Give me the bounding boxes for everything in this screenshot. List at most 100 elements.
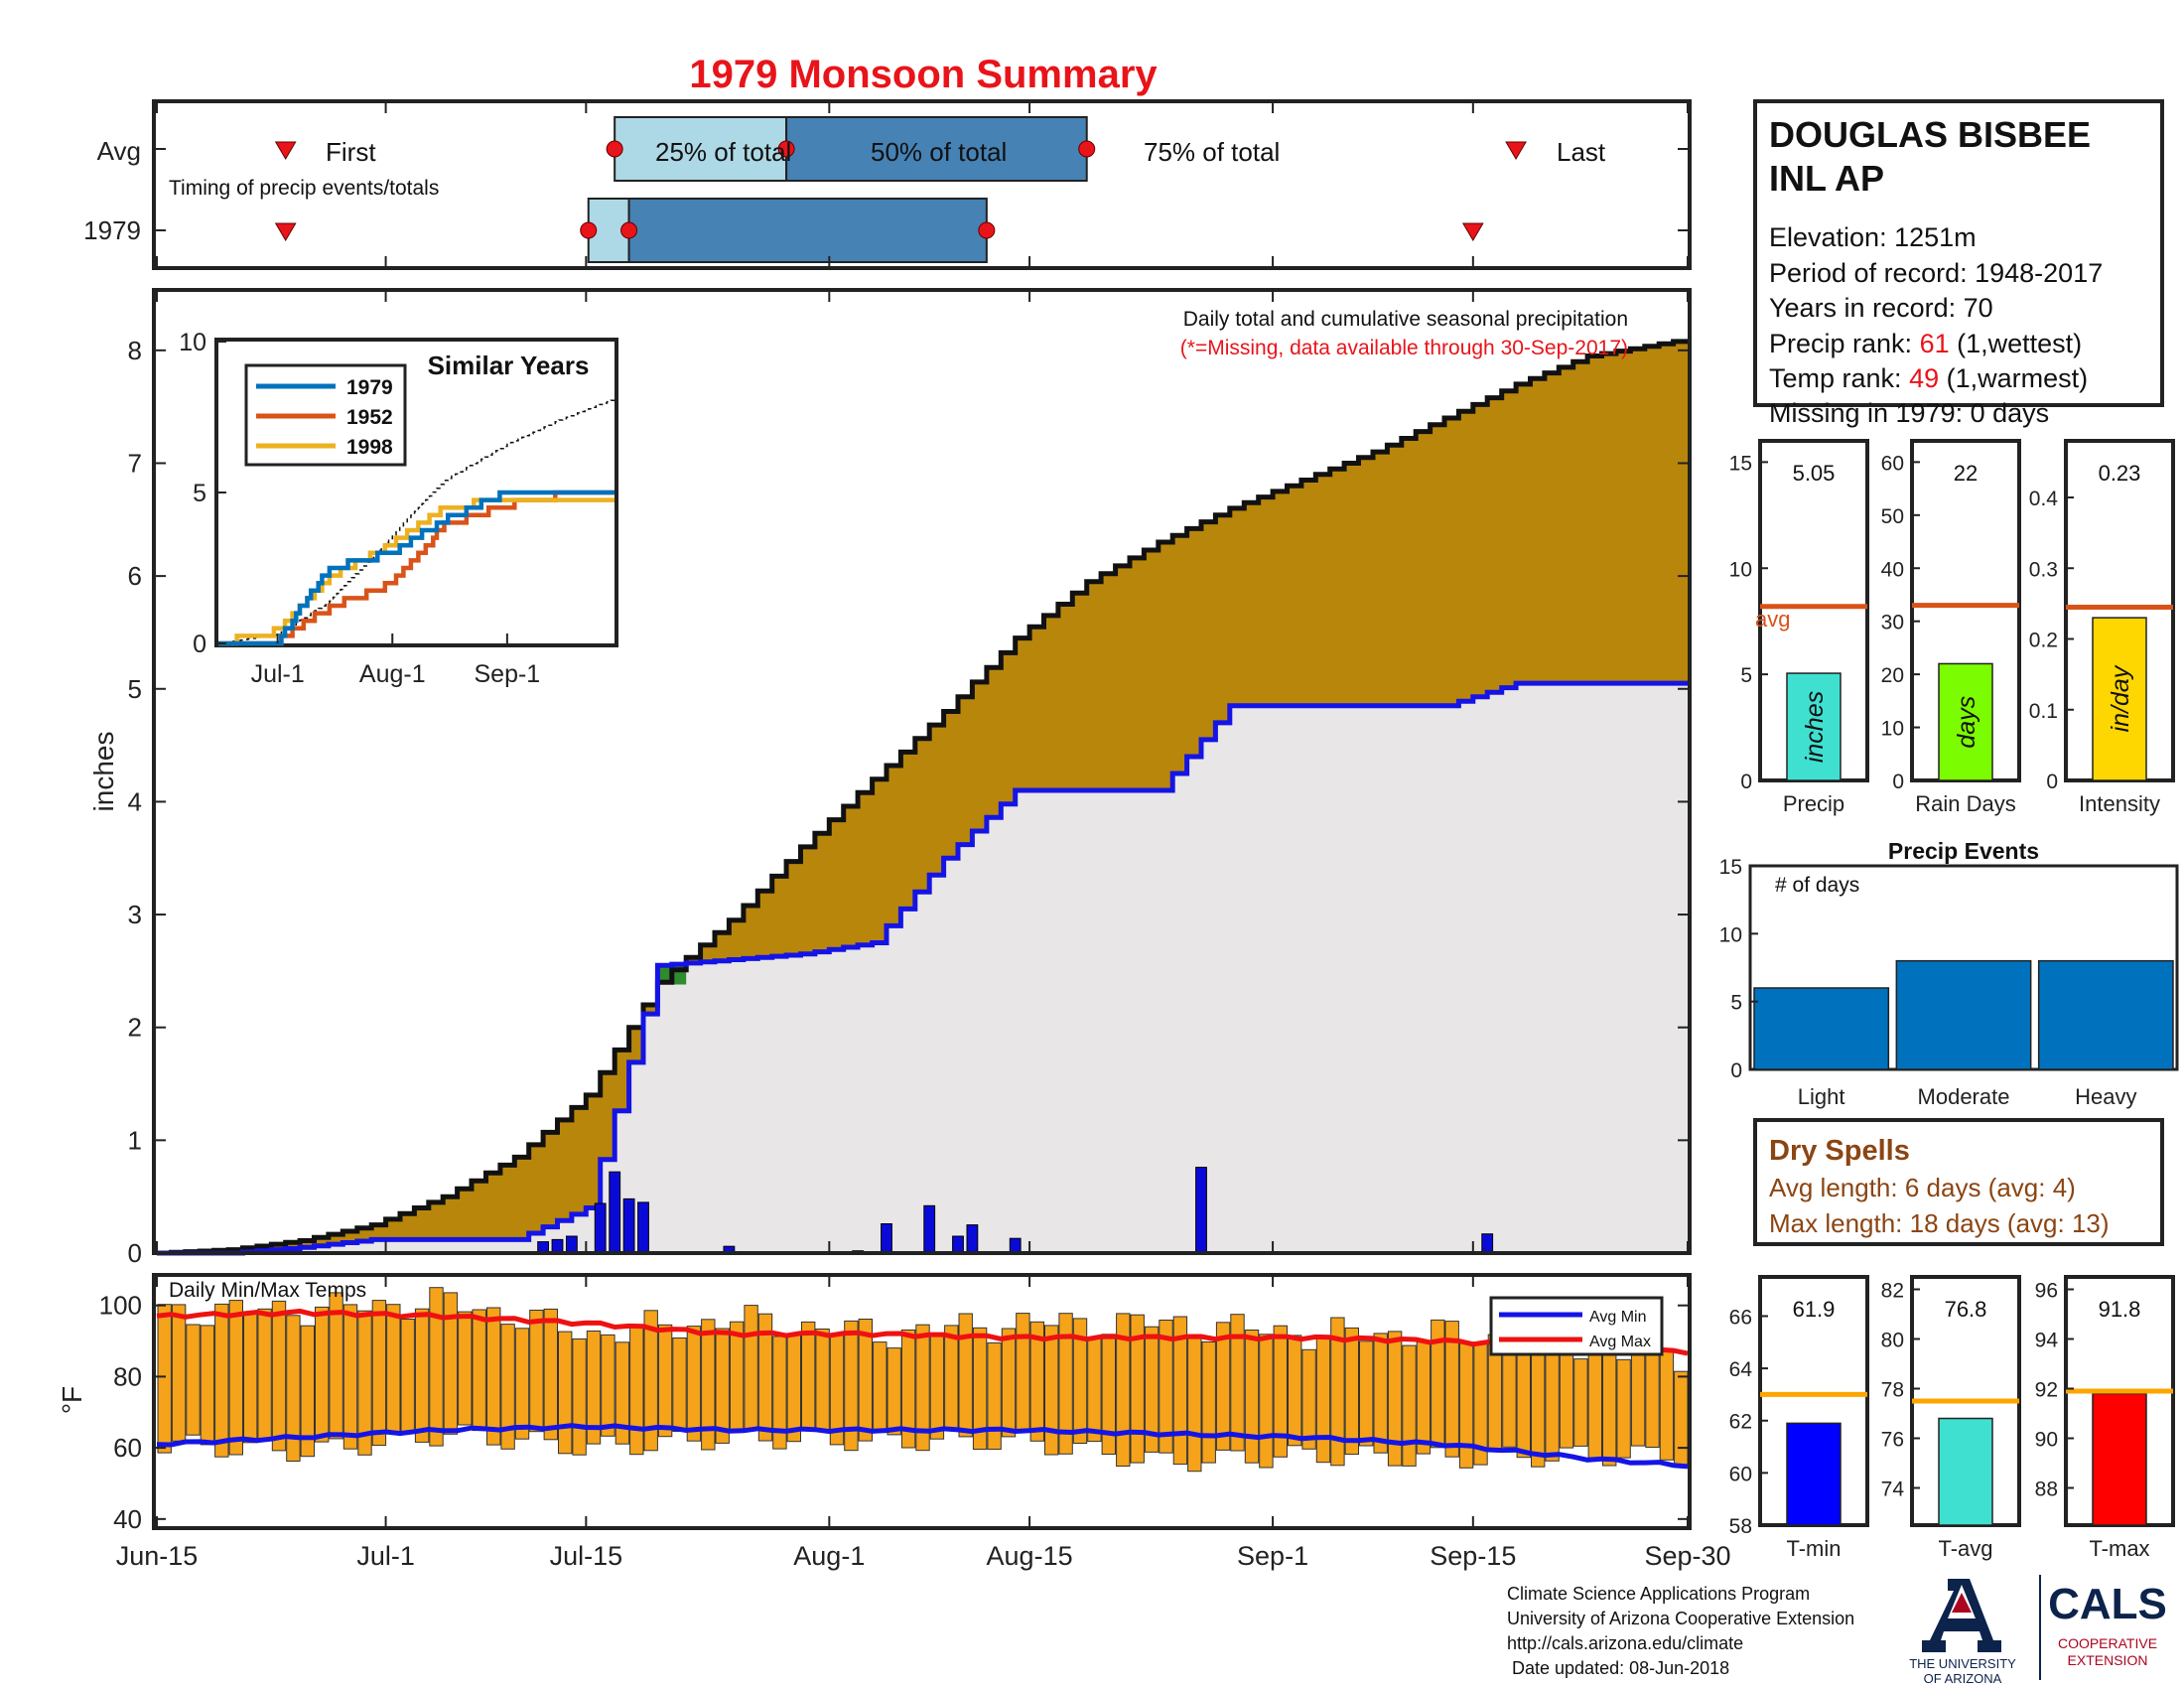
tavg-summary-bar: [1938, 1417, 1993, 1526]
temp-ytick-label: 60: [113, 1433, 142, 1463]
daily-temp-bar: [228, 1300, 244, 1456]
timing-year-label: 1979: [83, 215, 141, 245]
inset-xtick-label: Aug-1: [359, 660, 426, 688]
daily-temp-bar: [1044, 1325, 1059, 1456]
main-frame: [152, 288, 1692, 1255]
station-elevation: Elevation: 1251m: [1769, 222, 1977, 252]
daily-temp-bar: [1416, 1340, 1432, 1455]
tmin-summary-tick-label: 64: [1729, 1358, 1753, 1381]
daily-temp-bar: [614, 1341, 630, 1445]
daily-temp-bar: [500, 1324, 515, 1450]
main-ytick-label: 7: [128, 448, 142, 478]
temp-summary-panels: 61.9 58 60 62 64 66 T-min 76.8 74 76 78 80 82 T-avg 91…: [1729, 1275, 2175, 1561]
event-bar-light: [1753, 987, 1890, 1070]
year-last-marker: [1461, 222, 1484, 241]
year-p75-marker: [978, 221, 996, 239]
main-ytick-label: 0: [128, 1238, 142, 1268]
date-axis: Jun-15 Jul-1 Jul-15 Aug-1 Aug-15 Sep-1 Sep-15 S…: [116, 101, 1731, 1571]
tmin-summary-tick-label: 58: [1729, 1515, 1752, 1538]
daily-temp-bar: [929, 1333, 945, 1440]
daily-temp-bar: [414, 1308, 430, 1443]
precip-summary-value: 5.05: [1793, 461, 1836, 486]
daily-temp-bar: [757, 1313, 773, 1442]
intensity-summary-tick-label: 0.4: [2029, 488, 2059, 510]
tmax-summary-tick-label: 88: [2035, 1478, 2058, 1501]
date-tick-label: Aug-15: [987, 1541, 1073, 1571]
main-ylabel: inches: [88, 732, 119, 812]
daily-temp-bar: [1516, 1350, 1531, 1459]
daily-precip-bar: [637, 1201, 649, 1254]
timing-panel: Avg 1979 Timing of precip events/totals …: [83, 99, 1692, 270]
events-tick-label: 10: [1719, 923, 1742, 946]
tmax-summary-tick-label: 94: [2035, 1330, 2059, 1352]
daily-temp-bar: [1201, 1341, 1216, 1464]
daily-temp-bar: [972, 1327, 988, 1451]
precip-summary-tick-label: 10: [1729, 558, 1752, 581]
inset-title: Similar Years: [428, 351, 590, 380]
daily-temp-bar: [1029, 1321, 1044, 1442]
inset-line-1979: [218, 490, 614, 646]
timing-p25-label: 25% of total: [655, 137, 791, 167]
daily-precip-bar: [566, 1235, 578, 1254]
events-tick-label: 15: [1719, 856, 1742, 879]
daily-temp-bar: [1502, 1343, 1517, 1448]
precip-summary-tick-label: 15: [1729, 452, 1752, 475]
daily-temp-bar: [371, 1300, 387, 1447]
similar-years-inset: 0 5 10 Jul-1 Aug-1 Sep-1 1979 1952 1998 Simil…: [179, 329, 618, 688]
precip-summary-tick-label: 0: [1740, 771, 1752, 793]
tmin-summary-tick-label: 60: [1729, 1463, 1752, 1485]
daily-temp-bar: [329, 1292, 343, 1440]
daily-temp-bar: [1344, 1327, 1359, 1456]
daily-temp-bar: [1301, 1348, 1316, 1450]
inset-ytick-label: 10: [179, 329, 206, 356]
daily-temp-bar: [1215, 1322, 1231, 1451]
main-note-2: (*=Missing, data available through 30-Se…: [1180, 337, 1628, 359]
legend-avg-max: Avg Max: [1589, 1334, 1651, 1350]
tmax-summary-tick-label: 90: [2035, 1429, 2058, 1452]
daily-temp-bar: [514, 1328, 530, 1440]
daily-precip-bar: [594, 1202, 607, 1254]
daily-temp-bar: [572, 1338, 587, 1456]
daily-temp-bar: [1187, 1334, 1202, 1473]
avg-p50-marker: [777, 140, 795, 158]
daily-temp-bar: [342, 1304, 358, 1450]
inset-xtick-label: Sep-1: [475, 660, 541, 688]
main-note-1: Daily total and cumulative seasonal prec…: [1183, 308, 1628, 331]
inset-ytick-label: 0: [193, 631, 206, 658]
daily-temp-bar: [1402, 1344, 1417, 1467]
temps-legend: [1489, 1296, 1664, 1356]
inset-legend-1979: 1979: [346, 376, 393, 399]
daily-temp-bar: [1458, 1341, 1474, 1469]
daily-precip-bar: [609, 1171, 621, 1254]
daily-temp-bar: [987, 1341, 1002, 1451]
raindays-summary-tick-label: 0: [1892, 771, 1904, 793]
legend-avg-min: Avg Min: [1589, 1309, 1647, 1326]
date-tick-label: Sep-30: [1644, 1541, 1730, 1571]
daily-temp-bar: [1387, 1331, 1403, 1467]
tmax-summary-label: T-max: [2089, 1536, 2149, 1561]
daily-temp-bar: [286, 1315, 301, 1463]
event-category-label: Moderate: [1918, 1084, 2010, 1109]
inset-line-1998: [218, 497, 614, 646]
daily-temp-bar: [486, 1307, 501, 1446]
raindays-summary-tick-label: 30: [1881, 612, 1904, 634]
daily-temp-bar: [858, 1319, 873, 1442]
timing-first-label: First: [326, 137, 376, 167]
daily-temp-bar: [686, 1326, 702, 1442]
daily-temp-bar: [1359, 1340, 1374, 1447]
raindays-summary-tick-label: 20: [1881, 664, 1904, 687]
daily-precip-bar: [881, 1223, 892, 1254]
avg-min-line: [156, 1423, 1689, 1470]
daily-temp-bar: [601, 1334, 615, 1437]
raindays-summary-tick-label: 40: [1881, 558, 1904, 581]
daily-temp-bar: [944, 1325, 959, 1431]
main-ytick-label: 3: [128, 900, 142, 929]
ua-line1: THE UNIVERSITY: [1909, 1656, 2016, 1671]
daily-temp-bar: [715, 1328, 730, 1444]
avg-line-label: avg: [1755, 607, 1790, 632]
daily-temp-bar: [844, 1320, 859, 1452]
daily-temp-bar: [786, 1334, 801, 1443]
raindays-summary-unit: days: [1953, 696, 1980, 749]
raindays-summary-tick-label: 60: [1881, 452, 1904, 475]
temp-ytick-label: 80: [113, 1361, 142, 1391]
